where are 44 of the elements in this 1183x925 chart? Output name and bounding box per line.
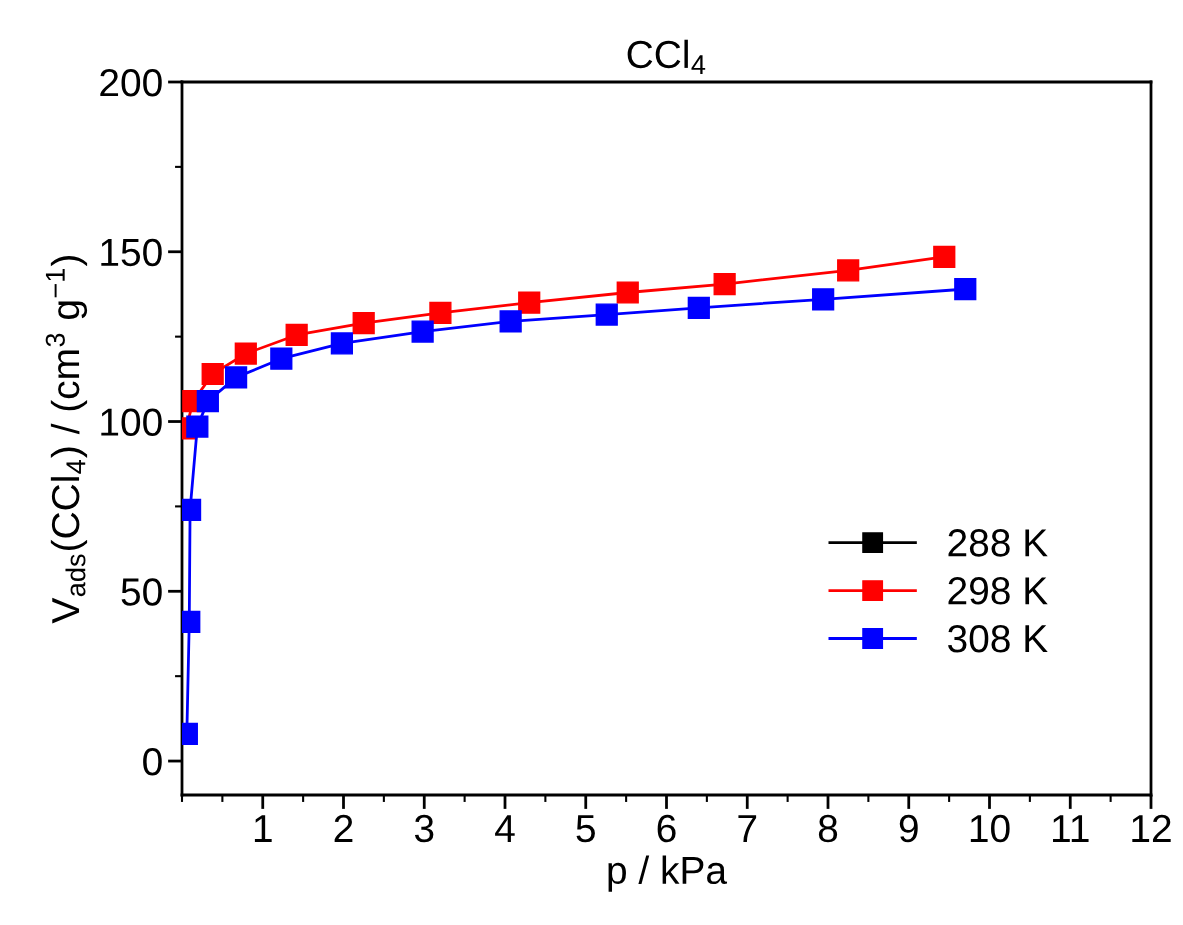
x-tick-label: 1	[254, 815, 272, 842]
point	[616, 281, 639, 304]
legend-label: 288 K	[948, 529, 1048, 557]
point	[352, 311, 375, 335]
point	[837, 259, 860, 282]
y-tick-label: 100	[101, 408, 162, 436]
point	[429, 301, 452, 324]
point	[687, 296, 710, 319]
point	[411, 320, 434, 343]
x-tick-label: 11	[1053, 815, 1089, 842]
x-tick-label: 8	[818, 814, 838, 843]
point	[954, 277, 977, 301]
x-tick-label: 7	[738, 815, 757, 842]
point	[595, 303, 618, 326]
x-tick-label: 5	[576, 815, 595, 843]
point	[234, 342, 257, 365]
point	[201, 362, 224, 386]
x-tick-label: 3	[414, 814, 434, 843]
x-tick-label: 9	[899, 814, 918, 843]
point	[812, 288, 835, 311]
x-tick-label: 6	[657, 814, 676, 843]
point	[196, 390, 219, 413]
point	[285, 323, 308, 347]
point	[186, 415, 209, 438]
legend-label: 298 K	[948, 577, 1048, 605]
point	[499, 310, 522, 333]
x-tick-label: 10	[970, 814, 1010, 843]
chart-title: CCl$_{4}$	[627, 39, 706, 75]
y-tick-label: 50	[121, 578, 162, 606]
x-tick-label: 2	[334, 814, 353, 842]
point	[518, 291, 541, 314]
point	[270, 347, 293, 370]
text: V$_{ads}$(CCl$_{4}$) / (cm$^{3}$ g$^{−1}$)	[45, 256, 88, 624]
y-tick-label: 0	[143, 747, 162, 776]
y-tick-label: 200	[100, 68, 162, 97]
point	[713, 272, 736, 296]
point	[933, 245, 956, 268]
legend-label: 308 K	[948, 624, 1048, 653]
point	[330, 332, 353, 355]
x-tick-label: 12	[1132, 814, 1171, 842]
point	[224, 366, 248, 389]
y-tick-label: 150	[101, 238, 162, 267]
x-tick-label: 4	[495, 815, 515, 842]
x-axis-title: p / kPa	[608, 855, 728, 892]
